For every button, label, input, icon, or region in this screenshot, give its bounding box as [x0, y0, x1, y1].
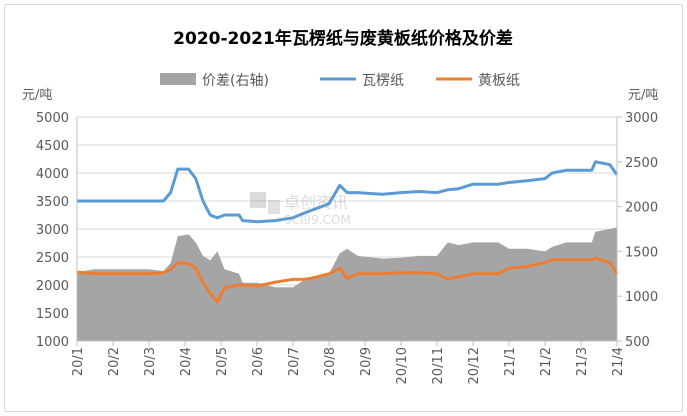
legend-label: 黄板纸 [478, 72, 520, 89]
x-tick-label: 20/5 [215, 347, 230, 376]
legend-swatch [160, 73, 196, 85]
x-tick-label: 21/3 [575, 347, 590, 376]
chart-title: 2020-2021年瓦楞纸与废黄板纸价格及价差 [173, 28, 513, 49]
x-tick-label: 20/6 [251, 347, 266, 376]
x-tick-label: 20/10 [395, 347, 410, 384]
left-tick-label: 4500 [36, 139, 69, 154]
right-tick-label: 2000 [625, 201, 658, 216]
line-series-corrugated-paper [77, 160, 619, 224]
legend-label: 价差(右轴) [202, 73, 269, 89]
left-tick-label: 1500 [36, 307, 69, 322]
right-axis-unit: 元/吨 [628, 88, 658, 103]
x-tick-label: 20/3 [143, 347, 158, 376]
right-tick-label: 2500 [625, 156, 658, 171]
x-tick-label: 20/12 [467, 347, 482, 384]
x-tick-label: 20/2 [107, 347, 122, 376]
legend-label: 瓦楞纸 [362, 73, 404, 89]
right-tick-label: 1500 [625, 245, 658, 260]
area-series-price-spread [77, 227, 617, 341]
x-tick-label: 21/1 [503, 347, 518, 376]
left-tick-label: 5000 [36, 111, 69, 126]
right-tick-label: 1000 [625, 290, 658, 305]
right-tick-label: 3000 [625, 111, 658, 126]
left-tick-label: 3500 [36, 195, 69, 210]
left-tick-label: 3000 [36, 223, 69, 238]
left-tick-label: 2500 [36, 251, 69, 266]
left-axis-unit: 元/吨 [22, 88, 52, 103]
line-series-yellow-board-paper [76, 256, 619, 304]
series-marks [76, 160, 619, 341]
x-tick-label: 21/2 [539, 347, 554, 376]
axes: 1000 1500 2000 2500 3000 3500 4000 4500 5000 500 1… [36, 111, 658, 384]
x-tick-label: 20/7 [287, 347, 302, 376]
x-tick-label: 20/4 [179, 347, 194, 376]
right-tick-label: 500 [625, 335, 650, 350]
x-tick-label: 20/9 [359, 347, 374, 376]
watermark: 卓创资讯 SCI99.COM [250, 192, 351, 227]
x-tick-label: 20/1 [71, 347, 86, 376]
left-tick-label: 2000 [36, 279, 69, 294]
legend: 价差(右轴) 瓦楞纸 黄板纸 [160, 72, 520, 89]
left-tick-label: 1000 [36, 335, 69, 350]
svg-text:SCI99.COM: SCI99.COM [284, 213, 351, 227]
x-tick-label: 21/4 [611, 347, 626, 376]
x-tick-label: 20/8 [323, 347, 338, 376]
chart-frame [4, 4, 683, 412]
x-tick-label: 20/11 [431, 347, 446, 384]
left-tick-label: 4000 [36, 167, 69, 182]
